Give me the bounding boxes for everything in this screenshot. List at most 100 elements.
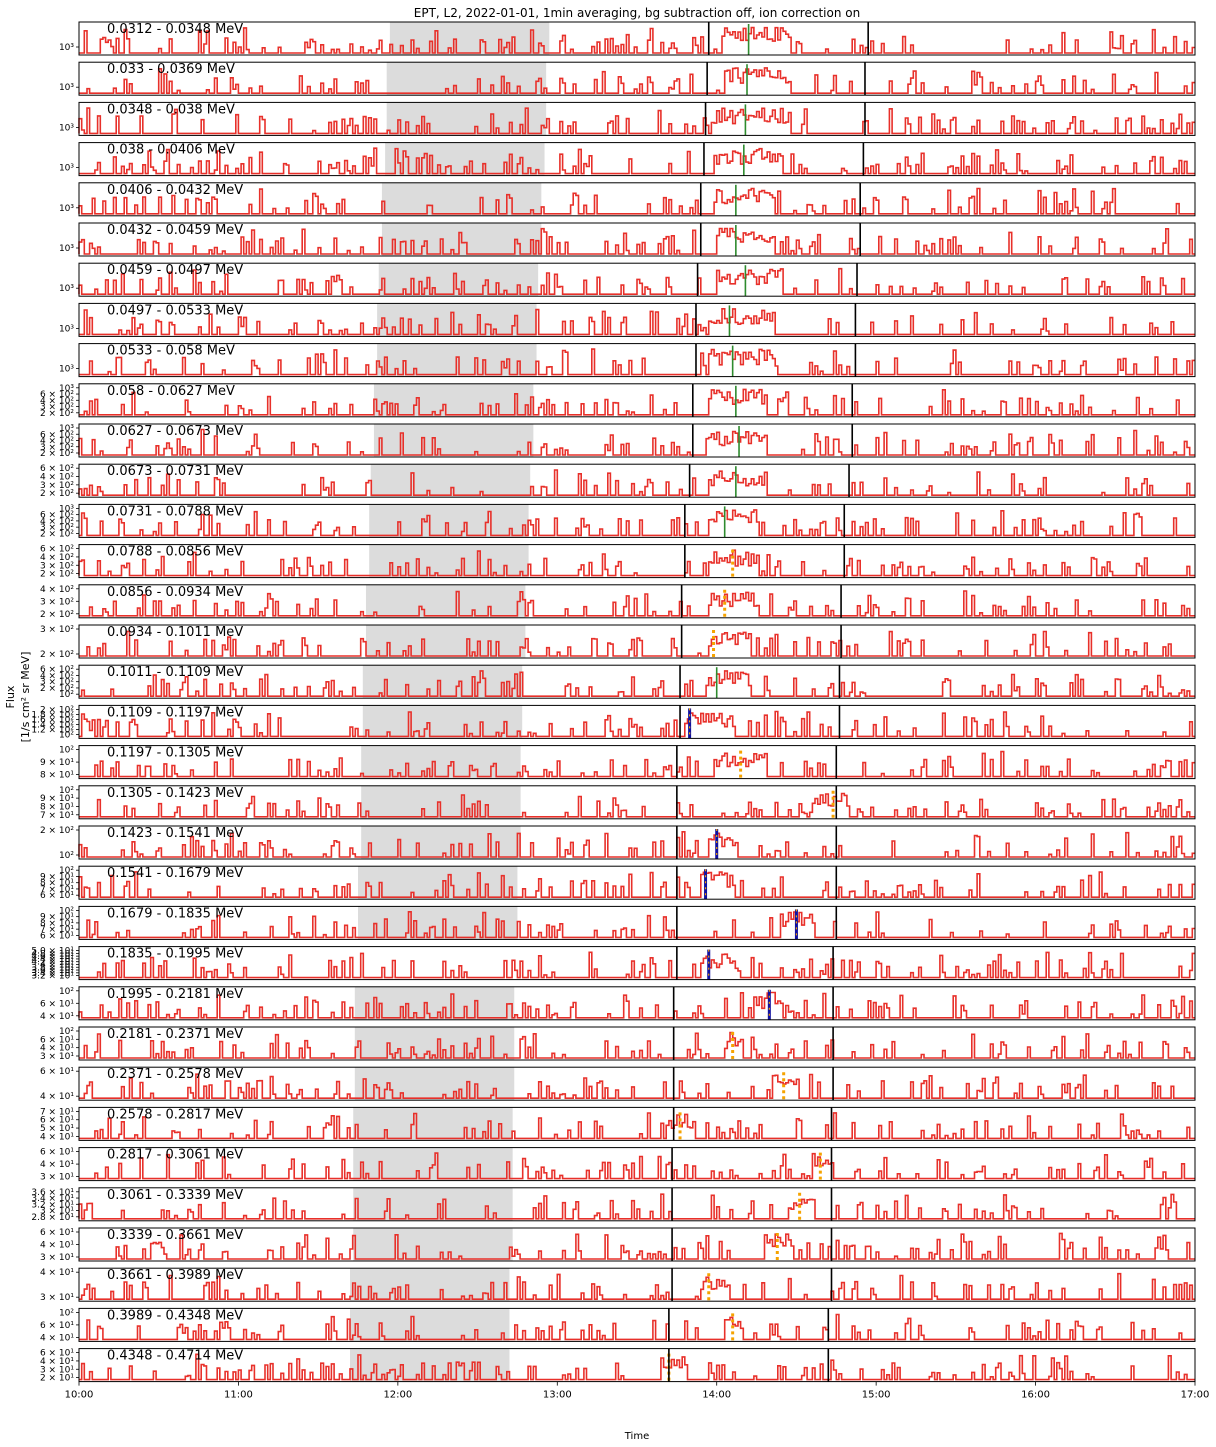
shaded-interval [373,383,534,417]
y-tick-label: 2 × 10² [40,570,74,580]
y-tick-label: 6 × 10¹ [40,1349,74,1359]
y-tick-label: 4.4 × 10¹ [31,955,74,965]
panel-frame [78,1026,1196,1061]
y-tick-label: 10³ [59,424,74,434]
flux-series-line [79,1073,1195,1099]
panel-frame [78,302,1196,337]
panel-frame [78,222,1196,257]
y-tick-label: 6 × 10² [40,511,74,521]
y-tick-label: 3 × 10² [40,678,74,688]
y-tick-label: 6 × 10¹ [40,891,74,901]
y-tick-label: 3.6 × 10¹ [31,966,74,976]
y-tick-label: 4 × 10² [40,585,74,595]
energy-range-label: 0.0497 - 0.0533 MeV [107,303,243,318]
panel-31: 0.3339 - 0.3661 MeV 6 × 10¹ 4 × 10¹ 3 × 10¹ [40,1227,1196,1263]
panel-frame [78,1267,1196,1302]
energy-range-label: 0.3989 - 0.4348 MeV [107,1308,243,1323]
panel-frame [78,544,1196,579]
panel-frame [78,343,1196,378]
y-tick-label: 4.6 × 10¹ [31,952,74,962]
panel-8: 0.0497 - 0.0533 MeV 10³ [59,302,1196,337]
energy-range-label: 0.3061 - 0.3339 MeV [107,1188,243,1203]
x-tick-label: 12:00 [383,1390,412,1401]
y-tick-label: 10³ [59,324,74,334]
y-tick-label: 10² [59,866,74,876]
energy-range-label: 0.4348 - 0.4714 MeV [107,1349,243,1364]
y-tick-label: 3 × 10¹ [40,1365,74,1375]
panel-27: 0.2371 - 0.2578 MeV 6 × 10¹ 4 × 10¹ [40,1066,1196,1102]
y-tick-label: 5 × 10¹ [40,1124,74,1134]
panel-frame [78,785,1196,820]
energy-range-label: 0.2578 - 0.2817 MeV [107,1107,243,1122]
energy-range-label: 0.1995 - 0.2181 MeV [107,987,243,1002]
y-tick-label: 10³ [59,284,74,294]
figure-title: EPT, L2, 2022-01-01, 1min averaging, bg … [414,6,860,20]
y-tick-label: 3.2 × 10¹ [31,972,74,982]
shaded-interval [373,424,534,457]
panel-25: 0.1995 - 0.2181 MeV 10² 6 × 10¹ 4 × 10¹ [40,986,1196,1022]
y-tick-label: 4 × 10² [40,553,74,563]
shaded-interval [381,182,542,216]
y-tick-label: 10² [59,906,74,916]
y-tick-label: 10² [59,851,74,861]
y-tick-label: 6 × 10¹ [40,1148,74,1158]
y-axis-label-line2: [1/s cm² sr MeV] [19,652,32,743]
y-tick-label: 2 × 10² [40,529,74,539]
y-tick-label: 3 × 10¹ [40,1173,74,1183]
shaded-interval [361,826,521,859]
energy-range-label: 0.0934 - 0.1011 MeV [107,625,243,640]
x-tick-label: 15:00 [862,1390,891,1401]
panel-4: 0.038 - 0.0406 MeV 10³ [59,142,1196,177]
panel-frame [78,463,1196,498]
panel-16: 0.0934 - 0.1011 MeV 3 × 10² 2 × 10² [40,624,1196,660]
panel-frame [78,1147,1196,1182]
y-tick-label: 4 × 10² [40,473,74,483]
panel-frame [78,21,1196,56]
panel-21: 0.1423 - 0.1541 MeV 2 × 10² 10² [40,825,1196,861]
y-tick-label: 3 × 10² [40,561,74,571]
panel-frame [78,624,1196,659]
y-tick-label: 10² [59,987,74,997]
y-axis-label-line1: Flux [4,685,17,708]
flux-series-line [79,1152,1195,1180]
y-tick-label: 3 × 10¹ [40,1293,74,1303]
y-tick-label: 3 × 10¹ [40,1052,74,1062]
y-tick-label: 3.8 × 10¹ [31,963,74,973]
y-tick-label: 10² [59,786,74,796]
energy-range-label: 0.0432 - 0.0459 MeV [107,223,243,238]
flux-series-line [79,590,1195,617]
y-tick-label: 8 × 10¹ [40,879,74,889]
panel-19: 0.1197 - 0.1305 MeV 10² 9 × 10¹ 8 × 10¹ [40,745,1196,781]
panel-frame [78,1106,1196,1141]
y-tick-label: 2 × 10² [40,826,74,836]
y-tick-label: 4 × 10¹ [40,1132,74,1142]
x-tick-label: 13:00 [543,1390,572,1401]
y-tick-label: 10³ [59,504,74,514]
energy-range-label: 0.058 - 0.0627 MeV [107,384,235,399]
y-tick-label: 10³ [59,384,74,394]
shaded-interval [386,62,547,96]
y-tick-label: 6 × 10¹ [40,931,74,941]
panel-frame [78,946,1196,981]
panel-33: 0.3989 - 0.4348 MeV 10² 6 × 10¹ 4 × 10¹ [40,1307,1196,1343]
y-tick-label: 3.4 × 10¹ [31,1194,74,1204]
panel-frame [78,182,1196,217]
y-tick-label: 6 × 10² [40,464,74,474]
panel-frame [78,1066,1196,1101]
y-tick-label: 3 × 10² [40,481,74,491]
y-tick-label: 10³ [59,83,74,93]
energy-range-label: 0.2371 - 0.2578 MeV [107,1067,243,1082]
y-tick-label: 4 × 10² [40,517,74,527]
y-tick-label: 8 × 10¹ [40,919,74,929]
energy-range-label: 0.0673 - 0.0731 MeV [107,464,243,479]
flux-series-line [79,67,1195,94]
energy-range-label: 0.1423 - 0.1541 MeV [107,826,243,841]
y-tick-label: 3 × 10¹ [40,1207,74,1217]
flux-series-line [79,710,1195,738]
y-tick-label: 3.4 × 10¹ [31,969,74,979]
flux-series-line [78,549,1195,577]
